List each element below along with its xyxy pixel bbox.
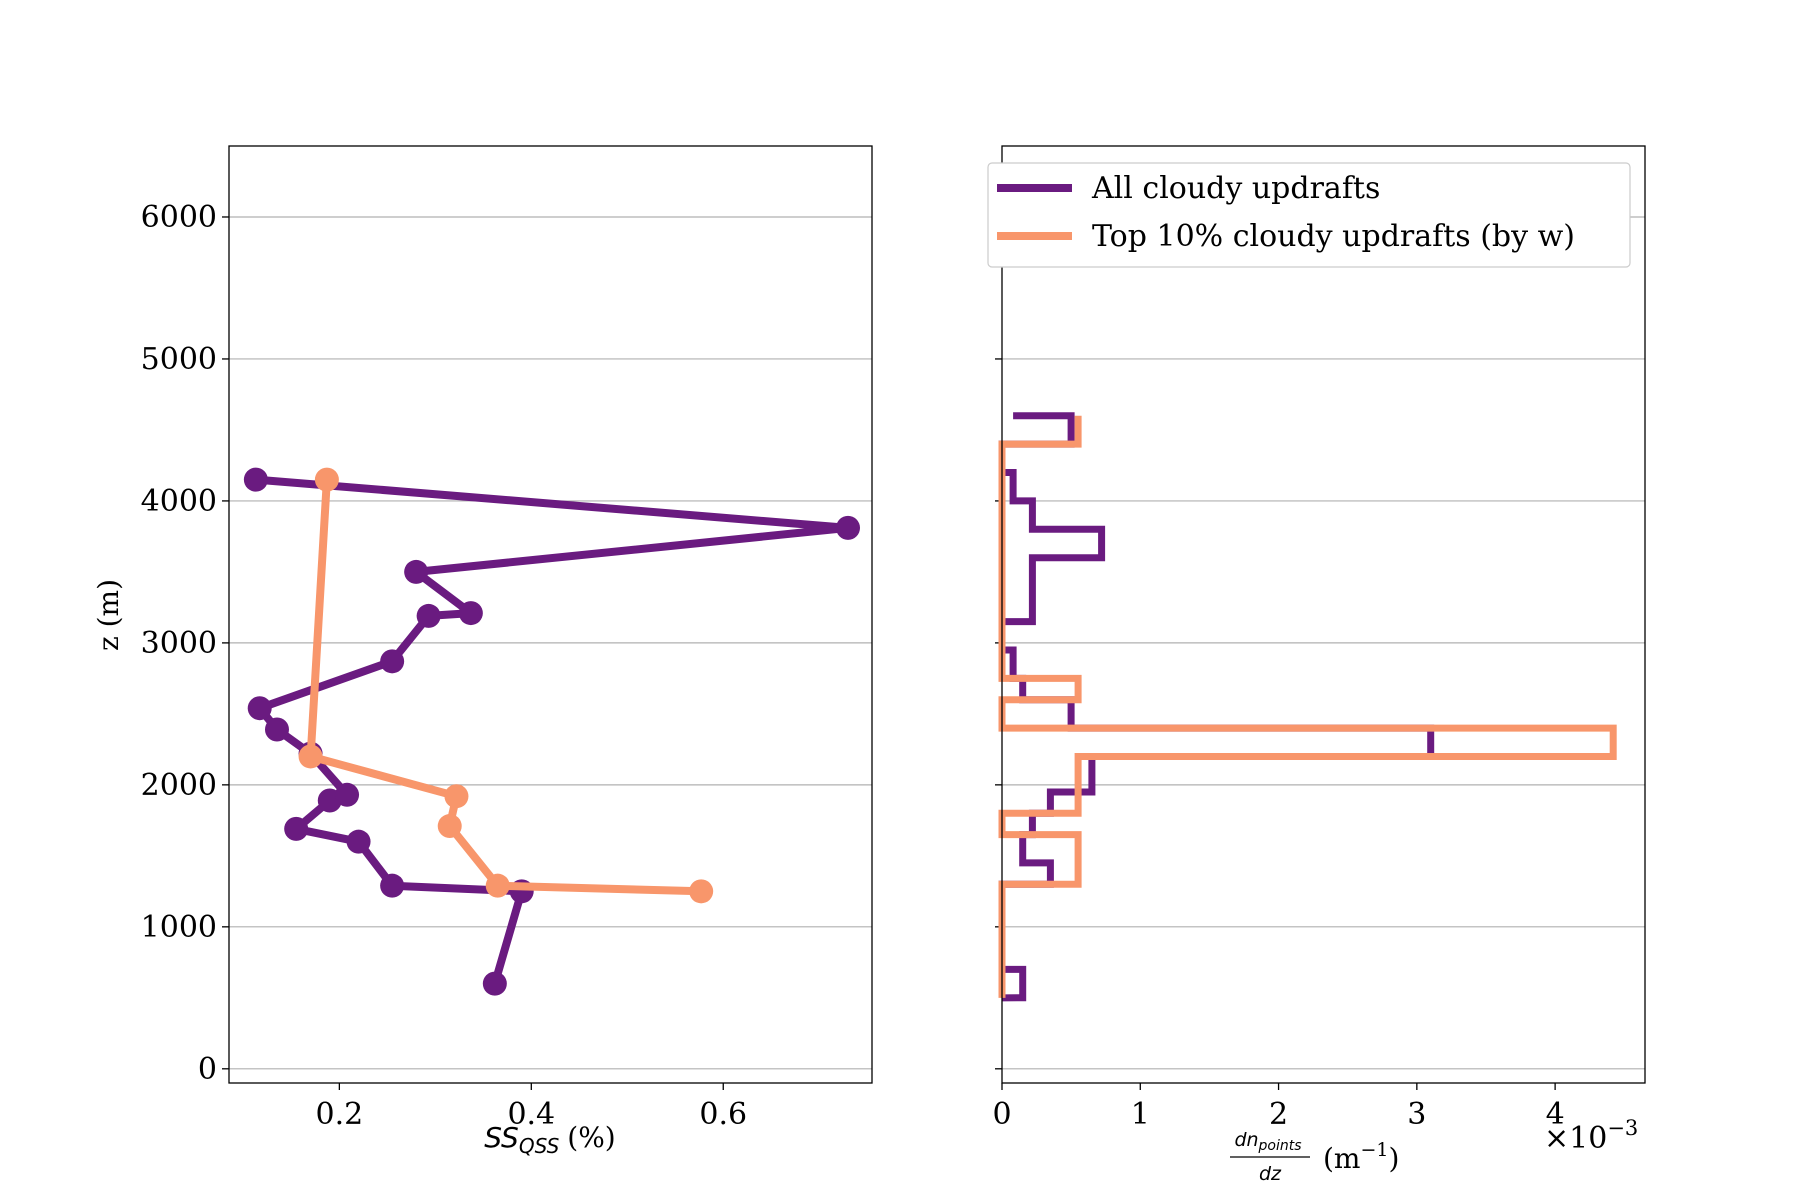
right-x-offset-text: ×10−3 bbox=[1544, 1116, 1638, 1156]
right-x-offset-base: ×10 bbox=[1544, 1121, 1607, 1156]
right-histogram-step bbox=[998, 415, 1617, 998]
left-series-marker bbox=[416, 603, 441, 628]
left-series-marker bbox=[437, 814, 462, 839]
right-x-axis-label-unit-exp: −1 bbox=[1360, 1139, 1388, 1161]
left-y-tick-label: 5000 bbox=[141, 342, 217, 377]
left-x-tick-label: 0.4 bbox=[507, 1097, 555, 1132]
legend-label: Top 10% cloudy updrafts (by w) bbox=[1092, 219, 1575, 254]
left-panel: 0 1000 2000 3000 4000 5000 6000 0.2 0.4 0.6 bbox=[141, 145, 873, 1132]
left-y-axis-label: z (m) bbox=[92, 579, 125, 651]
right-x-axis-label-num-sub: points bbox=[1258, 1138, 1302, 1154]
left-series-line bbox=[306, 479, 702, 896]
left-series-marker bbox=[243, 467, 268, 492]
right-x-axis-label-numerator: dnpoints bbox=[1234, 1129, 1301, 1154]
legend: All cloudy updrafts Top 10% cloudy updraf… bbox=[987, 162, 1631, 268]
right-panel: 0 1 2 3 4 All cloudy updrafts Top 10% cloudy u… bbox=[987, 145, 1646, 1132]
right-x-tick-label: 2 bbox=[1269, 1097, 1288, 1132]
left-y-tick-label: 4000 bbox=[141, 484, 217, 519]
left-series-marker bbox=[346, 829, 371, 854]
left-x-tick-label: 0.6 bbox=[699, 1097, 747, 1132]
left-x-axis-label-unit: (%) bbox=[567, 1121, 615, 1154]
left-plot-frame bbox=[228, 145, 873, 1084]
legend-label: All cloudy updrafts bbox=[1091, 171, 1380, 206]
left-series-line bbox=[255, 475, 852, 985]
right-x-axis-label-num: dn bbox=[1234, 1129, 1258, 1151]
left-series-marker bbox=[689, 879, 714, 904]
left-series-marker bbox=[314, 467, 339, 492]
right-plot-frame bbox=[1001, 145, 1646, 1084]
left-y-tick-label: 2000 bbox=[141, 768, 217, 803]
left-series-marker bbox=[485, 873, 510, 898]
left-series-marker bbox=[380, 649, 405, 674]
right-x-tick-label: 1 bbox=[1131, 1097, 1150, 1132]
left-series-marker bbox=[482, 971, 507, 996]
right-histogram-step bbox=[998, 412, 1435, 1002]
left-series-marker bbox=[836, 515, 861, 540]
right-x-tick-label: 0 bbox=[992, 1097, 1011, 1132]
right-x-tick-label: 3 bbox=[1407, 1097, 1426, 1132]
left-series-marker bbox=[284, 816, 309, 841]
left-x-axis-label-main: SS bbox=[484, 1121, 519, 1154]
right-x-tick-label: 4 bbox=[1546, 1097, 1565, 1132]
left-series-marker bbox=[380, 873, 405, 898]
left-series-marker bbox=[298, 744, 323, 769]
left-series-marker bbox=[247, 696, 272, 721]
left-series-marker bbox=[458, 601, 483, 626]
left-x-tick-label: 0.2 bbox=[316, 1097, 364, 1132]
right-x-axis-label-unit-close: ) bbox=[1389, 1142, 1400, 1175]
left-x-axis-label-sub: QSS bbox=[519, 1134, 560, 1158]
right-x-axis-label-unit: (m−1) bbox=[1323, 1139, 1399, 1175]
left-x-axis-label: SSQSS (%) bbox=[484, 1121, 615, 1158]
left-y-tick-label: 0 bbox=[198, 1052, 217, 1087]
right-x-axis-label-unit-open: (m bbox=[1323, 1142, 1360, 1175]
right-x-offset-exp: −3 bbox=[1607, 1116, 1638, 1140]
left-series-marker bbox=[444, 784, 469, 809]
left-series-marker bbox=[335, 782, 360, 807]
left-series-marker bbox=[264, 717, 289, 742]
legend-frame bbox=[987, 162, 1631, 268]
right-x-axis-label-denominator: dz bbox=[1259, 1163, 1282, 1185]
left-y-tick-label: 1000 bbox=[141, 910, 217, 945]
left-series-marker bbox=[404, 559, 429, 584]
left-y-tick-label: 6000 bbox=[141, 200, 217, 235]
left-y-tick-label: 3000 bbox=[141, 626, 217, 661]
right-x-axis-label: dnpoints dz (m−1) bbox=[1230, 1129, 1399, 1185]
